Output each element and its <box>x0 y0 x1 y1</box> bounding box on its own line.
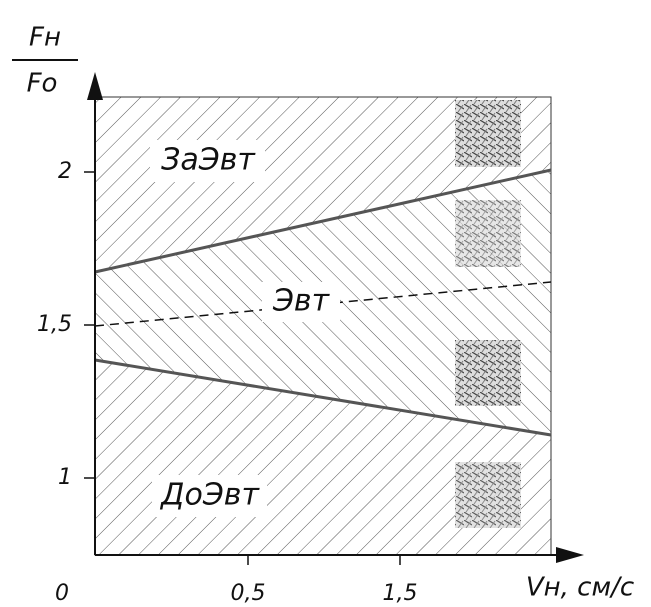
label-bg <box>262 282 340 322</box>
micrograph <box>455 340 521 406</box>
upper-boundary <box>94 168 552 274</box>
region-label: ДоЭвт <box>159 478 260 513</box>
y-tick-label: 2 <box>58 159 72 184</box>
region-label: Эвт <box>272 284 331 319</box>
y-axis-label: Fo <box>27 69 58 99</box>
y-arrow <box>87 72 103 100</box>
label-bg <box>152 475 267 517</box>
micrograph <box>455 100 521 167</box>
micrograph <box>455 462 521 528</box>
lower-boundary <box>94 358 552 437</box>
y-tick-label: 1,5 <box>37 312 72 337</box>
y-tick-label: 1 <box>58 465 72 490</box>
x-tick-label: 0,5 <box>231 581 266 606</box>
x-axis-label: Vн, см/с <box>526 573 634 603</box>
x-arrow <box>556 547 584 563</box>
region-label: ЗаЭвт <box>161 143 256 178</box>
x-tick-label: 0 <box>55 581 69 606</box>
label-bg <box>150 140 265 182</box>
y-axis-label: Fн <box>29 23 61 53</box>
micrograph <box>455 200 521 267</box>
x-tick-label: 1,5 <box>383 581 418 606</box>
